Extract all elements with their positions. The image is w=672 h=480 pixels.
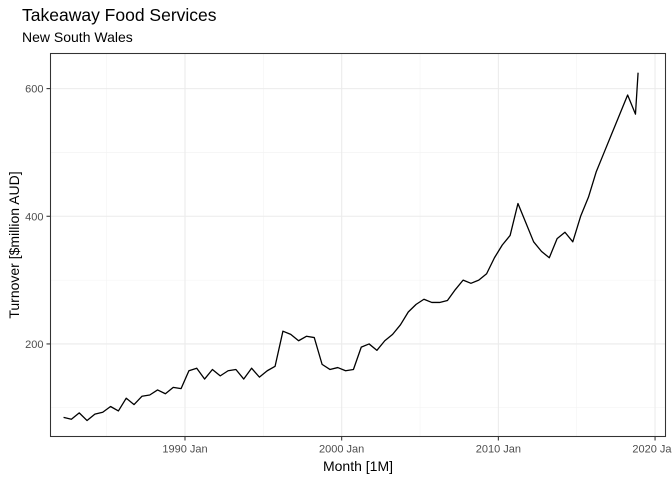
axes: 1990 Jan 2000 Jan 2010 Jan 2020 Jan 200 400 60… bbox=[25, 84, 672, 456]
chart-subtitle: New South Wales bbox=[22, 29, 133, 45]
x-axis-title: Month [1M] bbox=[323, 458, 393, 474]
series-layer bbox=[63, 72, 639, 422]
panel-border bbox=[49, 52, 667, 438]
x-tick-label: 2000 Jan bbox=[319, 444, 364, 456]
gridlines bbox=[50, 53, 666, 437]
y-axis-title: Turnover [$million AUD] bbox=[6, 171, 22, 318]
y-tick-label: 200 bbox=[25, 339, 43, 351]
x-tick-label: 2010 Jan bbox=[476, 444, 521, 456]
chart-title: Takeaway Food Services bbox=[22, 5, 217, 25]
x-tick-label: 1990 Jan bbox=[162, 444, 207, 456]
x-tick-label: 2020 Jan bbox=[632, 444, 672, 456]
series-line-turnover bbox=[63, 72, 639, 422]
y-tick-label: 400 bbox=[25, 211, 43, 223]
y-tick-label: 600 bbox=[25, 84, 43, 96]
